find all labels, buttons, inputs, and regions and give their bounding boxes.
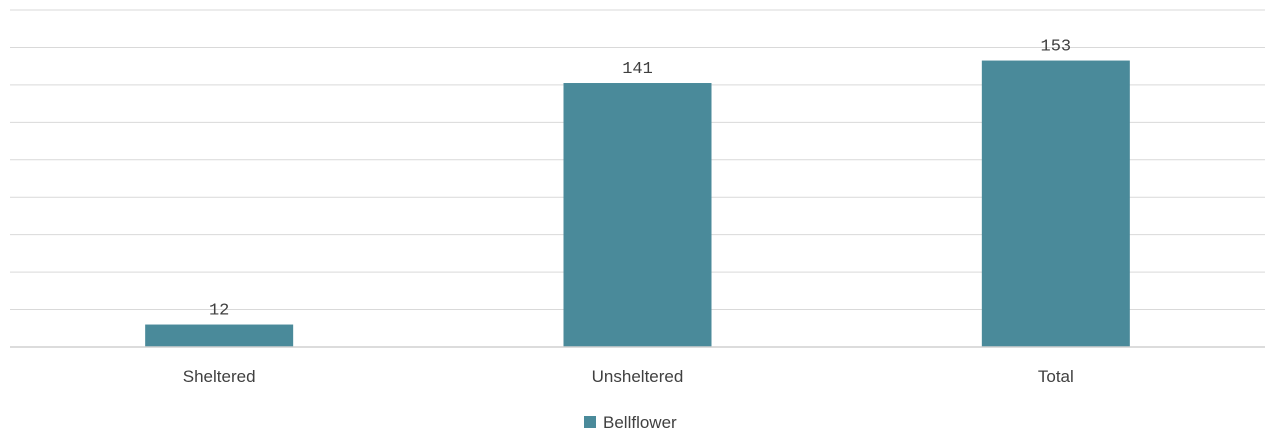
legend-swatch-bellflower [584, 416, 596, 428]
legend: Bellflower [584, 413, 677, 432]
x-tick-label-total: Total [1038, 367, 1074, 386]
data-label-sheltered: 12 [209, 302, 229, 321]
bars [145, 60, 1130, 348]
bar-unsheltered [563, 83, 712, 348]
legend-label-bellflower: Bellflower [603, 413, 677, 432]
data-labels: 12 141 153 [209, 38, 1071, 321]
x-tick-label-sheltered: Sheltered [183, 367, 256, 386]
data-label-total: 153 [1041, 38, 1072, 57]
data-label-unsheltered: 141 [622, 60, 653, 79]
bar-total [981, 60, 1130, 348]
x-tick-label-unsheltered: Unsheltered [592, 367, 684, 386]
bar-sheltered [145, 324, 294, 347]
x-axis-tick-labels: Sheltered Unsheltered Total [183, 367, 1074, 386]
